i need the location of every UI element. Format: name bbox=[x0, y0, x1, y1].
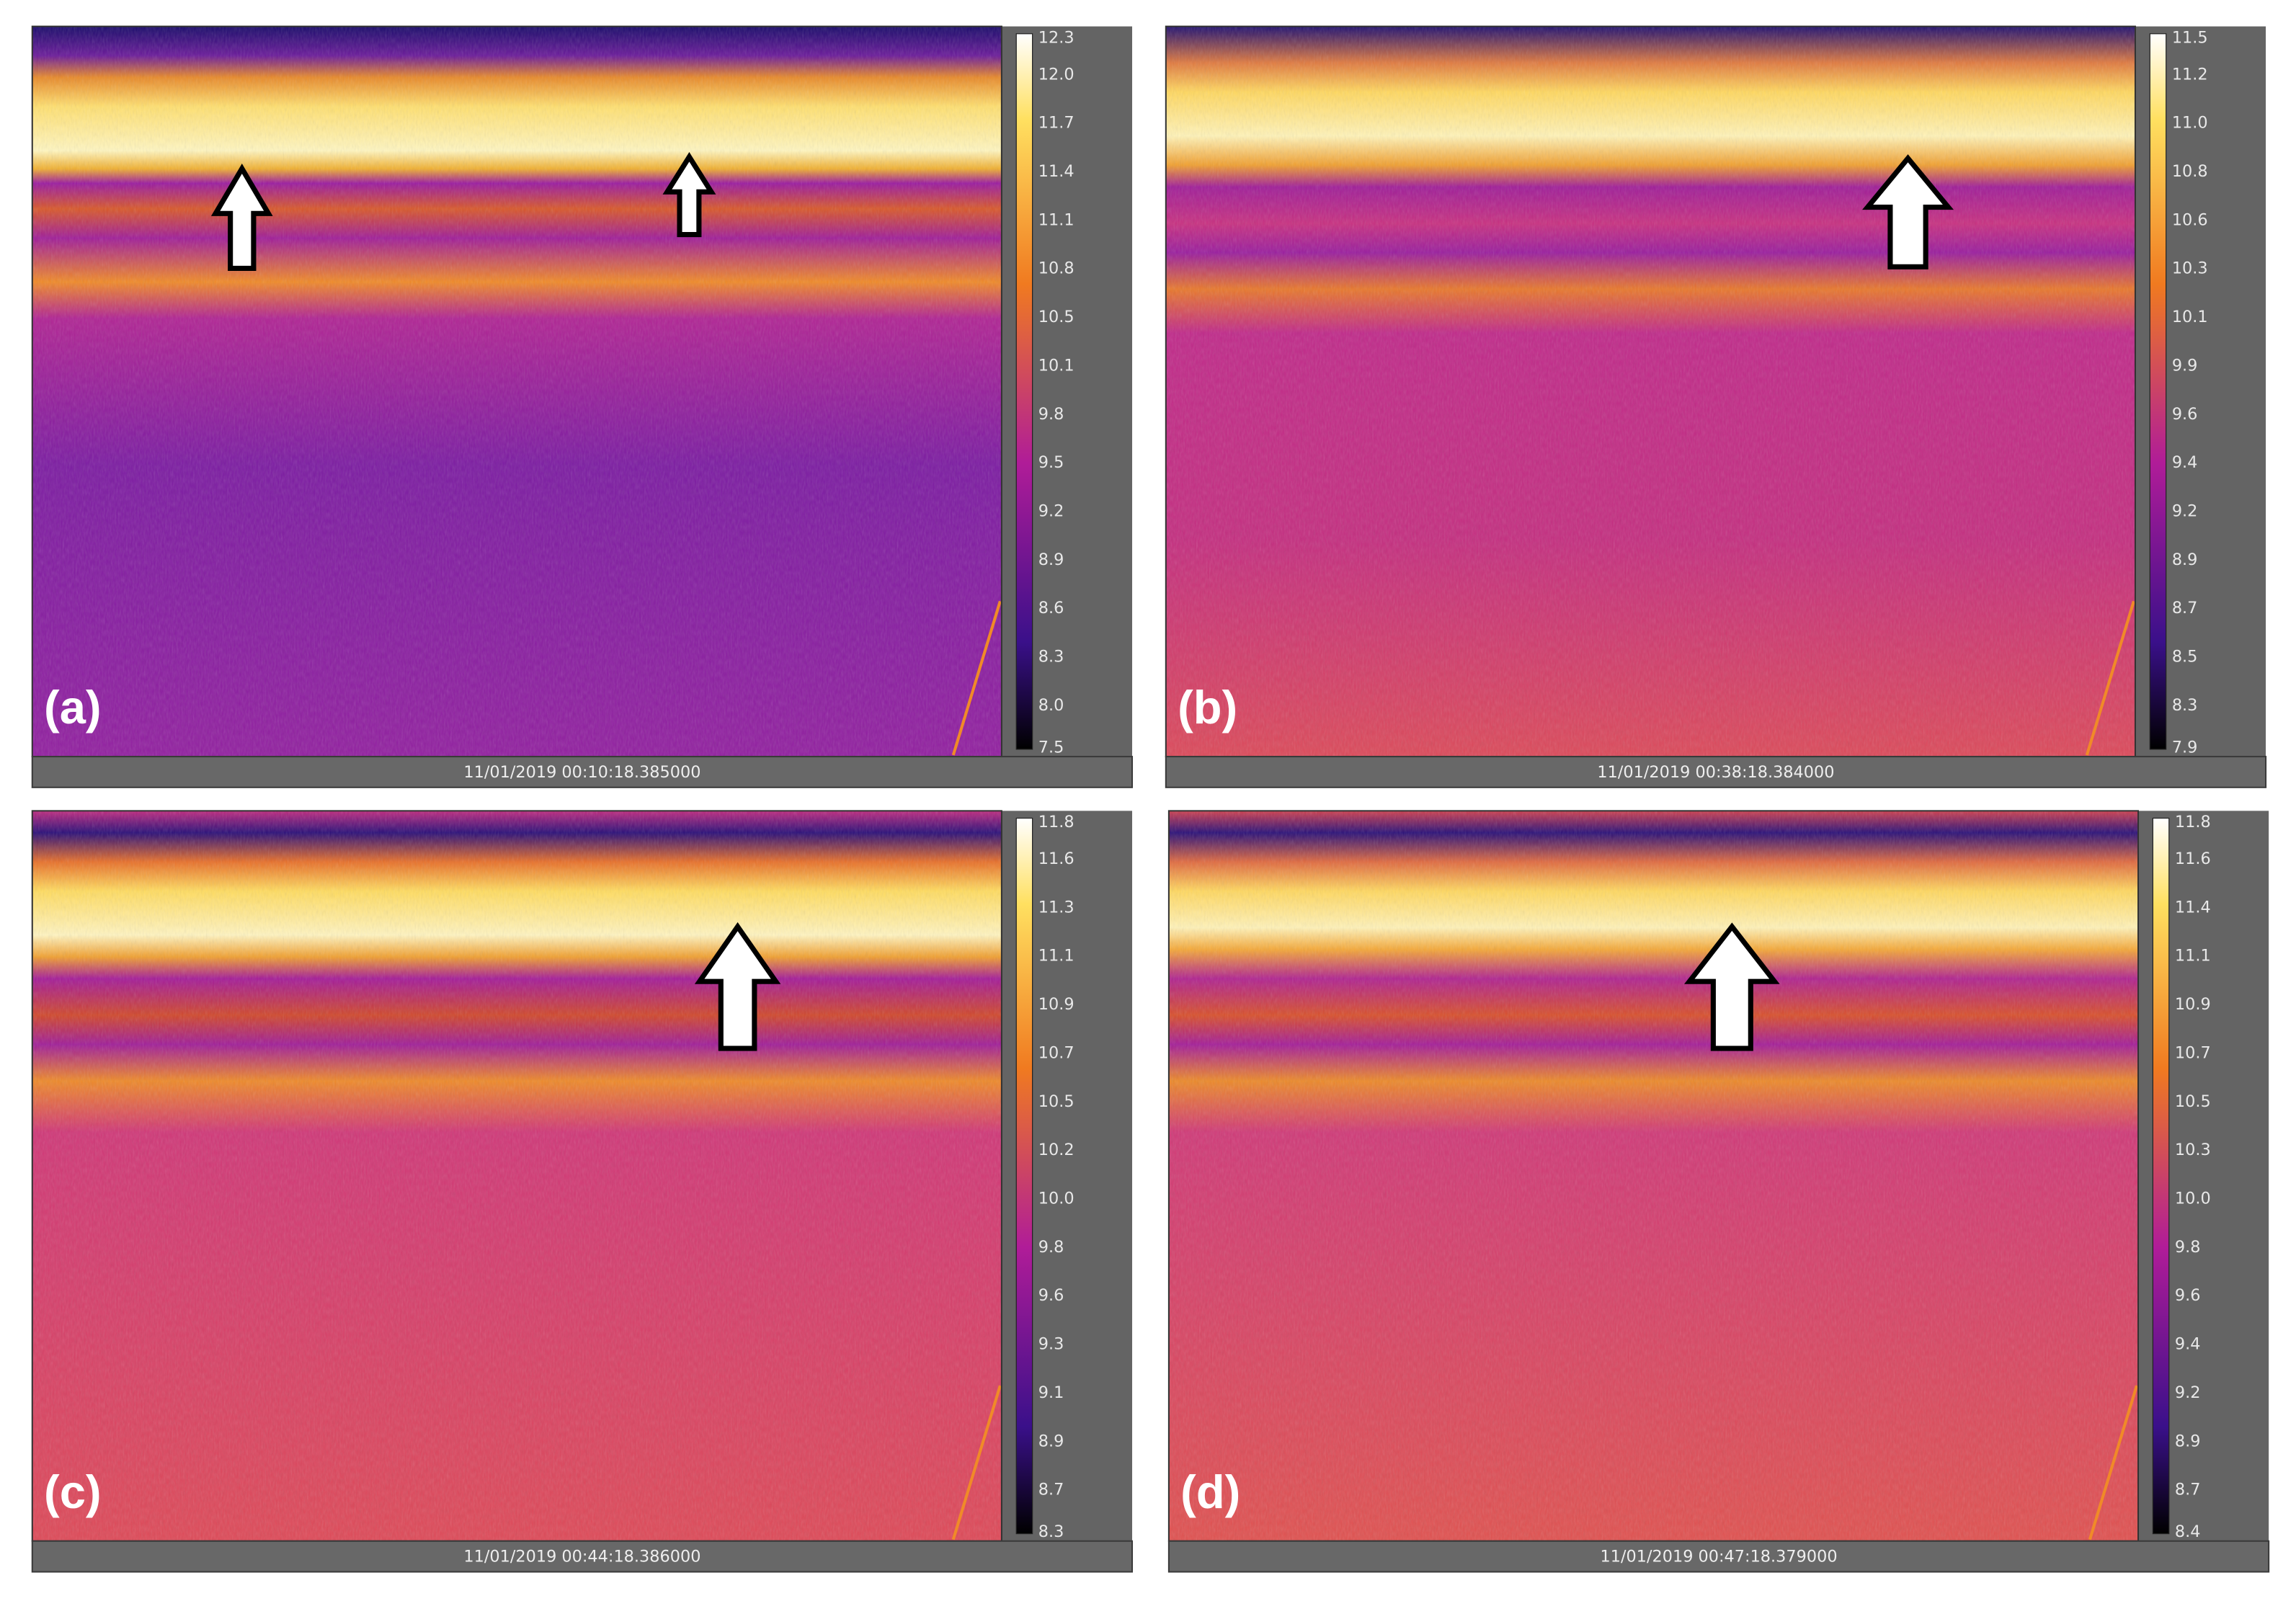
thermal-panel: (c) 11.8 11.6 11.3 11.1 10.9 10.7 10.5 10.2 10.0 9… bbox=[31, 810, 1134, 1573]
scale-tick-label: 8.9 bbox=[1038, 1432, 1064, 1450]
scale-tick-label: 10.5 bbox=[2175, 1092, 2211, 1111]
scale-tick-label: 9.8 bbox=[1038, 405, 1064, 424]
scale-tick-label: 9.5 bbox=[1038, 453, 1064, 472]
scale-tick-label: 11.1 bbox=[1038, 210, 1074, 229]
scale-tick-label: 11.3 bbox=[1038, 898, 1074, 917]
scale-tick-label: 11.1 bbox=[1038, 947, 1074, 965]
panel-label: (a) bbox=[44, 681, 102, 733]
scale-tick-label: 8.3 bbox=[2172, 696, 2198, 715]
timestamp: 11/01/2019 00:47:18.379000 bbox=[1600, 1548, 1837, 1566]
panel-label: (b) bbox=[1178, 681, 1237, 733]
scale-tick-label: 10.0 bbox=[1038, 1190, 1074, 1208]
scale-tick-label: 10.8 bbox=[2172, 162, 2208, 181]
scale-tick-label: 11.4 bbox=[2175, 898, 2211, 917]
scale-tick-label: 9.8 bbox=[1038, 1238, 1064, 1257]
scale-tick-label: 8.6 bbox=[1038, 599, 1064, 617]
scale-tick-label: 8.3 bbox=[1038, 648, 1064, 666]
scale-tick-label: 11.0 bbox=[2172, 114, 2208, 133]
timestamp-bar bbox=[1165, 756, 2267, 788]
scale-tick-label: 10.2 bbox=[1038, 1141, 1074, 1159]
scale-tick-label: 8.9 bbox=[2172, 550, 2198, 569]
scale-tick-label: 11.8 bbox=[2175, 813, 2211, 831]
timestamp: 11/01/2019 00:10:18.385000 bbox=[463, 763, 700, 782]
scale-tick-label: 9.6 bbox=[1038, 1286, 1064, 1305]
scale-tick-label: 9.3 bbox=[1038, 1335, 1064, 1354]
road-edge bbox=[951, 600, 1002, 756]
arrow bbox=[210, 164, 273, 271]
scale-tick-label: 10.9 bbox=[1038, 995, 1074, 1014]
thermal-panel: (d) 11.8 11.6 11.4 11.1 10.9 10.7 10.5 10.3 10.0 9… bbox=[1167, 810, 2270, 1573]
timestamp-bar bbox=[1167, 1540, 2270, 1573]
scale-tick-label: 8.7 bbox=[1038, 1481, 1064, 1499]
arrow bbox=[1862, 154, 1954, 269]
color-scale bbox=[2149, 33, 2167, 750]
thermal-panel: (a) 12.3 12.0 11.7 11.4 11.1 10.8 10.5 10.1 9.8 9.… bbox=[31, 25, 1134, 788]
arrow bbox=[1684, 922, 1780, 1051]
arrow bbox=[694, 922, 781, 1051]
color-scale bbox=[1015, 33, 1033, 750]
scale-tick-label: 9.4 bbox=[2172, 453, 2198, 472]
scale-tick-label: 9.4 bbox=[2175, 1335, 2201, 1354]
image-noise bbox=[32, 811, 1002, 1541]
scale-tick-label: 9.1 bbox=[1038, 1383, 1064, 1402]
scale-tick-label: 10.9 bbox=[2175, 995, 2211, 1014]
scale-tick-label: 9.9 bbox=[2172, 356, 2198, 375]
scale-tick-label: 11.4 bbox=[1038, 162, 1074, 181]
scale-tick-label: 11.1 bbox=[2175, 947, 2211, 965]
color-scale bbox=[1015, 817, 1033, 1535]
scale-tick-label: 9.2 bbox=[1038, 502, 1064, 521]
road-edge bbox=[2085, 600, 2135, 756]
scale-tick-label: 11.8 bbox=[1038, 813, 1074, 831]
road-edge bbox=[951, 1385, 1002, 1540]
scale-tick-label: 10.8 bbox=[1038, 259, 1074, 278]
scale-tick-label: 10.1 bbox=[1038, 356, 1074, 375]
scale-tick-label: 8.9 bbox=[2175, 1432, 2201, 1450]
scale-tick-label: 10.1 bbox=[2172, 308, 2208, 326]
image-noise bbox=[1168, 811, 2139, 1541]
scale-tick-label: 8.7 bbox=[2175, 1481, 2201, 1499]
timestamp-bar bbox=[31, 756, 1134, 788]
timestamp: 11/01/2019 00:38:18.384000 bbox=[1597, 763, 1834, 782]
color-scale bbox=[2152, 817, 2170, 1535]
scale-tick-label: 9.8 bbox=[2175, 1238, 2201, 1257]
scale-tick-label: 10.7 bbox=[2175, 1043, 2211, 1062]
timestamp-bar bbox=[31, 1540, 1134, 1573]
scale-tick-label: 7.9 bbox=[2172, 738, 2198, 757]
scale-tick-label: 8.9 bbox=[1038, 550, 1064, 569]
scale-tick-label: 8.0 bbox=[1038, 696, 1064, 715]
scale-tick-label: 8.3 bbox=[1038, 1522, 1064, 1541]
scale-tick-label: 10.3 bbox=[2172, 259, 2208, 278]
scale-tick-label: 10.5 bbox=[1038, 308, 1074, 326]
scale-tick-label: 9.6 bbox=[2172, 405, 2198, 424]
image-noise bbox=[32, 26, 1002, 757]
scale-tick-label: 11.5 bbox=[2172, 28, 2208, 47]
timestamp: 11/01/2019 00:44:18.386000 bbox=[463, 1548, 700, 1566]
panel-label: (d) bbox=[1180, 1466, 1240, 1518]
scale-tick-label: 8.7 bbox=[2172, 599, 2198, 617]
scale-tick-label: 12.3 bbox=[1038, 28, 1074, 47]
scale-tick-label: 11.7 bbox=[1038, 114, 1074, 133]
scale-tick-label: 10.3 bbox=[2175, 1141, 2211, 1159]
thermal-panel: (b) 11.5 11.2 11.0 10.8 10.6 10.3 10.1 9.9 9.6 9.4… bbox=[1165, 25, 2267, 788]
scale-tick-label: 9.2 bbox=[2175, 1383, 2201, 1402]
scale-tick-label: 11.6 bbox=[1038, 849, 1074, 868]
scale-tick-label: 8.5 bbox=[2172, 648, 2198, 666]
scale-tick-label: 9.2 bbox=[2172, 502, 2198, 521]
arrow bbox=[662, 152, 716, 238]
scale-tick-label: 10.7 bbox=[1038, 1043, 1074, 1062]
scale-tick-label: 10.6 bbox=[2172, 210, 2208, 229]
scale-tick-label: 11.6 bbox=[2175, 849, 2211, 868]
scale-tick-label: 9.6 bbox=[2175, 1286, 2201, 1305]
scale-tick-label: 12.0 bbox=[1038, 65, 1074, 84]
scale-tick-label: 7.5 bbox=[1038, 738, 1064, 757]
scale-tick-label: 11.2 bbox=[2172, 65, 2208, 84]
panel-label: (c) bbox=[44, 1466, 102, 1518]
scale-tick-label: 10.0 bbox=[2175, 1190, 2211, 1208]
scale-tick-label: 8.4 bbox=[2175, 1522, 2201, 1541]
image-noise bbox=[1165, 26, 2135, 757]
road-edge bbox=[2088, 1385, 2138, 1540]
scale-tick-label: 10.5 bbox=[1038, 1092, 1074, 1111]
